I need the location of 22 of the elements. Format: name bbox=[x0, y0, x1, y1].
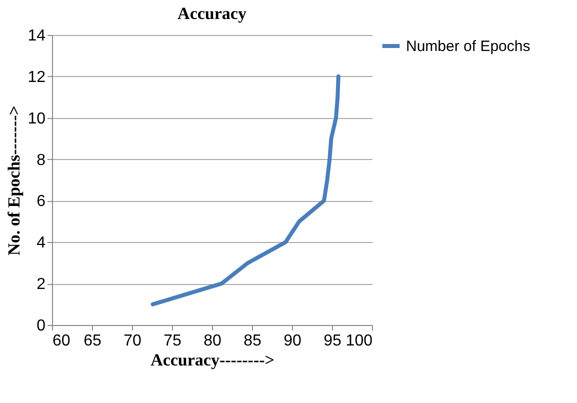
x-tick-label: 60 bbox=[52, 332, 70, 350]
x-tick-label: 95 bbox=[324, 332, 342, 350]
y-tick-label: 6 bbox=[36, 193, 46, 210]
x-tick-label: 65 bbox=[84, 332, 102, 350]
y-tick-label: 0 bbox=[36, 318, 46, 334]
x-tick-label: 85 bbox=[244, 332, 262, 350]
y-tick-label: 4 bbox=[36, 234, 46, 252]
x-tick-label: 90 bbox=[284, 332, 302, 350]
x-tick-label: 70 bbox=[124, 332, 142, 350]
line-series bbox=[150, 74, 340, 306]
x-tick-label: 80 bbox=[204, 332, 222, 350]
y-tick-label: 8 bbox=[36, 152, 46, 169]
legend-label: Number of Epochs bbox=[406, 38, 530, 55]
y-tick-label: 10 bbox=[28, 110, 46, 128]
x-tick-label: 100 bbox=[346, 332, 373, 350]
y-tick-label: 12 bbox=[28, 68, 46, 86]
y-axis-title: No. of Epochs-------> bbox=[4, 106, 24, 256]
y-tick-label: 14 bbox=[28, 28, 46, 44]
y-tick-label: 2 bbox=[36, 276, 46, 294]
x-axis-title: Accuracy--------> bbox=[150, 350, 274, 370]
chart-title: Accuracy bbox=[178, 4, 247, 23]
x-tick-label: 75 bbox=[164, 332, 182, 350]
